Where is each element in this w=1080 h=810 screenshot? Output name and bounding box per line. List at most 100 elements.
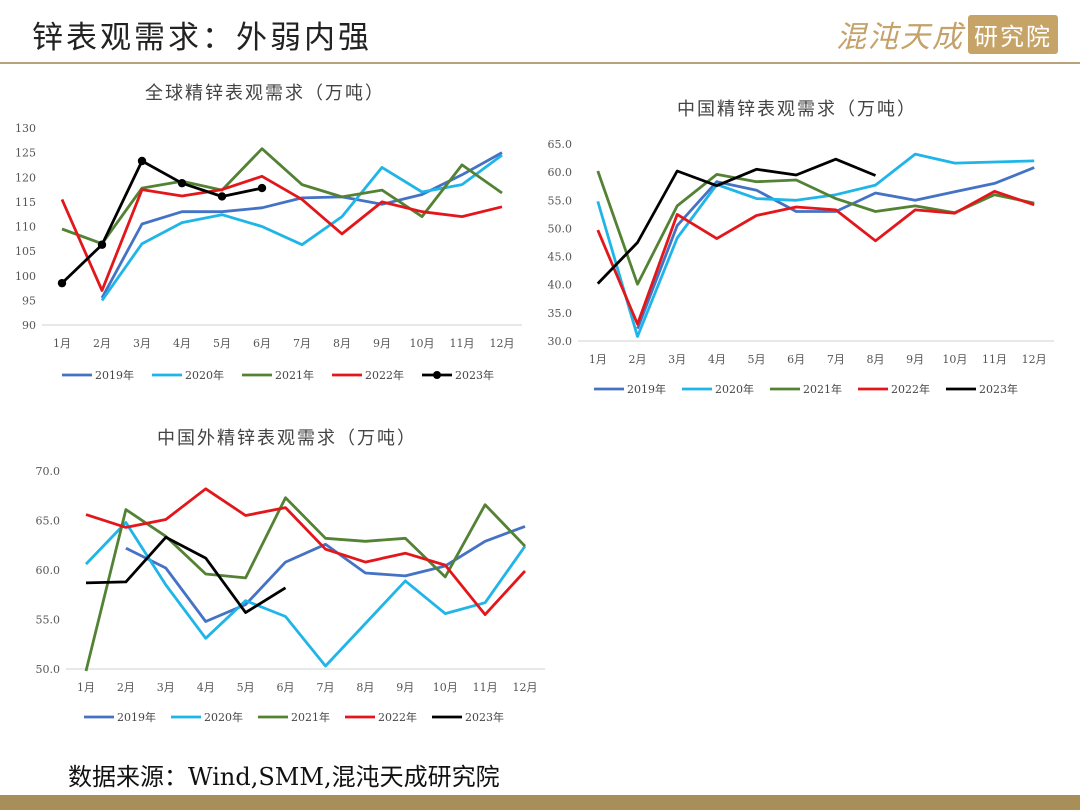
x-tick-label: 8月 bbox=[356, 681, 374, 694]
x-tick-label: 3月 bbox=[157, 681, 175, 694]
y-tick-label: 130 bbox=[15, 122, 36, 135]
legend-label: 2020年 bbox=[204, 710, 243, 724]
x-tick-label: 7月 bbox=[316, 681, 334, 694]
y-tick-label: 45.0 bbox=[548, 251, 573, 264]
chart-global-demand: 全球精锌表观需求（万吨） 90 95 100 105 110 115 120 125 130 1月 2… bbox=[15, 83, 522, 382]
x-tick-label: 7月 bbox=[293, 337, 311, 350]
y-tick-label: 50.0 bbox=[36, 663, 61, 676]
x-tick-label: 1月 bbox=[77, 681, 95, 694]
x-tick-label: 1月 bbox=[589, 353, 607, 366]
chart-title: 中国外精锌表观需求（万吨） bbox=[157, 428, 417, 449]
y-tick-label: 105 bbox=[15, 245, 36, 258]
legend-label: 2022年 bbox=[891, 382, 930, 396]
slide-title: 锌表观需求：外弱内强 bbox=[32, 20, 372, 56]
series-line-2021年 bbox=[84, 496, 527, 672]
chart-title: 中国精锌表观需求（万吨） bbox=[677, 99, 917, 120]
data-point bbox=[137, 156, 147, 166]
legend-label: 2023年 bbox=[979, 382, 1018, 396]
x-tick-label: 9月 bbox=[373, 337, 391, 350]
y-tick-label: 115 bbox=[15, 196, 36, 209]
y-tick-label: 50.0 bbox=[548, 222, 573, 235]
series-line-2022年 bbox=[85, 487, 527, 616]
series-line-2023年 bbox=[61, 159, 263, 285]
data-point bbox=[177, 178, 187, 188]
x-tick-label: 4月 bbox=[708, 353, 726, 366]
legend-marker bbox=[433, 371, 441, 379]
legend-label: 2023年 bbox=[455, 368, 494, 382]
x-tick-label: 6月 bbox=[277, 681, 295, 694]
x-tick-label: 6月 bbox=[787, 353, 805, 366]
legend-label: 2019年 bbox=[95, 368, 134, 382]
data-point bbox=[257, 183, 267, 193]
x-tick-label: 10月 bbox=[433, 681, 458, 694]
y-tick-label: 65.0 bbox=[548, 138, 573, 151]
x-tick-label: 6月 bbox=[253, 337, 271, 350]
y-tick-label: 55.0 bbox=[548, 194, 573, 207]
x-tick-label: 3月 bbox=[133, 337, 151, 350]
legend-label: 2021年 bbox=[291, 710, 330, 724]
series-line-2020年 bbox=[84, 521, 527, 668]
y-tick-label: 90 bbox=[22, 319, 36, 332]
legend-label: 2021年 bbox=[803, 382, 842, 396]
logo-box-text: 研究院 bbox=[968, 14, 1058, 54]
y-tick-label: 40.0 bbox=[548, 279, 573, 292]
legend-label: 2020年 bbox=[715, 382, 754, 396]
x-tick-label: 11月 bbox=[450, 337, 475, 350]
x-tick-label: 4月 bbox=[173, 337, 191, 350]
series-line-2021年 bbox=[61, 147, 503, 246]
x-tick-label: 11月 bbox=[473, 681, 498, 694]
x-tick-label: 4月 bbox=[197, 681, 215, 694]
y-tick-label: 110 bbox=[15, 221, 36, 234]
x-tick-label: 9月 bbox=[396, 681, 414, 694]
series-line-2019年 bbox=[100, 151, 503, 299]
legend-label: 2022年 bbox=[365, 368, 404, 382]
data-point bbox=[57, 278, 67, 288]
legend-label: 2021年 bbox=[275, 368, 314, 382]
x-tick-label: 3月 bbox=[668, 353, 686, 366]
y-tick-label: 35.0 bbox=[548, 307, 573, 320]
x-tick-label: 7月 bbox=[827, 353, 845, 366]
series-line-2020年 bbox=[596, 152, 1035, 338]
y-tick-label: 30.0 bbox=[548, 335, 573, 348]
x-tick-label: 12月 bbox=[490, 337, 515, 350]
legend-label: 2019年 bbox=[627, 382, 666, 396]
chart-ex-china-demand: 中国外精锌表观需求（万吨） 50.0 55.0 60.0 65.0 70.0 1月 2月 3月 4… bbox=[36, 428, 545, 724]
x-tick-label: 5月 bbox=[213, 337, 231, 350]
x-tick-label: 11月 bbox=[982, 353, 1007, 366]
y-tick-label: 100 bbox=[15, 270, 36, 283]
logo-text: 混沌天成 bbox=[836, 20, 964, 55]
y-tick-label: 60.0 bbox=[36, 564, 61, 577]
y-tick-label: 55.0 bbox=[36, 614, 61, 627]
legend-label: 2023年 bbox=[465, 710, 504, 724]
series-line-2022年 bbox=[60, 174, 503, 292]
title-divider bbox=[0, 62, 1080, 64]
x-tick-label: 9月 bbox=[906, 353, 924, 366]
x-tick-label: 12月 bbox=[513, 681, 538, 694]
series-line-2019年 bbox=[125, 525, 526, 623]
data-point bbox=[217, 192, 227, 201]
chart-china-demand: 中国精锌表观需求（万吨） 30.0 35.0 40.0 45.0 50.0 55.0 60.0… bbox=[548, 99, 1054, 396]
y-tick-label: 95 bbox=[22, 294, 36, 307]
x-tick-label: 10月 bbox=[410, 337, 435, 350]
x-tick-label: 5月 bbox=[748, 353, 766, 366]
y-tick-label: 125 bbox=[15, 147, 36, 160]
y-tick-label: 65.0 bbox=[36, 515, 61, 528]
source-note: 数据来源：Wind,SMM,混沌天成研究院 bbox=[68, 763, 500, 791]
data-point bbox=[97, 240, 107, 249]
y-tick-label: 60.0 bbox=[548, 166, 573, 179]
x-tick-label: 1月 bbox=[53, 337, 71, 350]
x-tick-label: 2月 bbox=[629, 353, 647, 366]
x-tick-label: 2月 bbox=[93, 337, 111, 350]
x-tick-label: 10月 bbox=[942, 353, 967, 366]
x-tick-label: 12月 bbox=[1022, 353, 1047, 366]
series-line-2023年 bbox=[596, 157, 877, 285]
x-tick-label: 8月 bbox=[867, 353, 885, 366]
legend-label: 2019年 bbox=[117, 710, 156, 724]
y-tick-label: 70.0 bbox=[36, 465, 61, 478]
x-tick-label: 8月 bbox=[333, 337, 351, 350]
footer-bar bbox=[0, 795, 1080, 810]
series-line-2023年 bbox=[85, 535, 287, 614]
x-tick-label: 2月 bbox=[117, 681, 135, 694]
legend-label: 2022年 bbox=[378, 710, 417, 724]
company-logo: 混沌天成 研究院 bbox=[836, 12, 1058, 56]
